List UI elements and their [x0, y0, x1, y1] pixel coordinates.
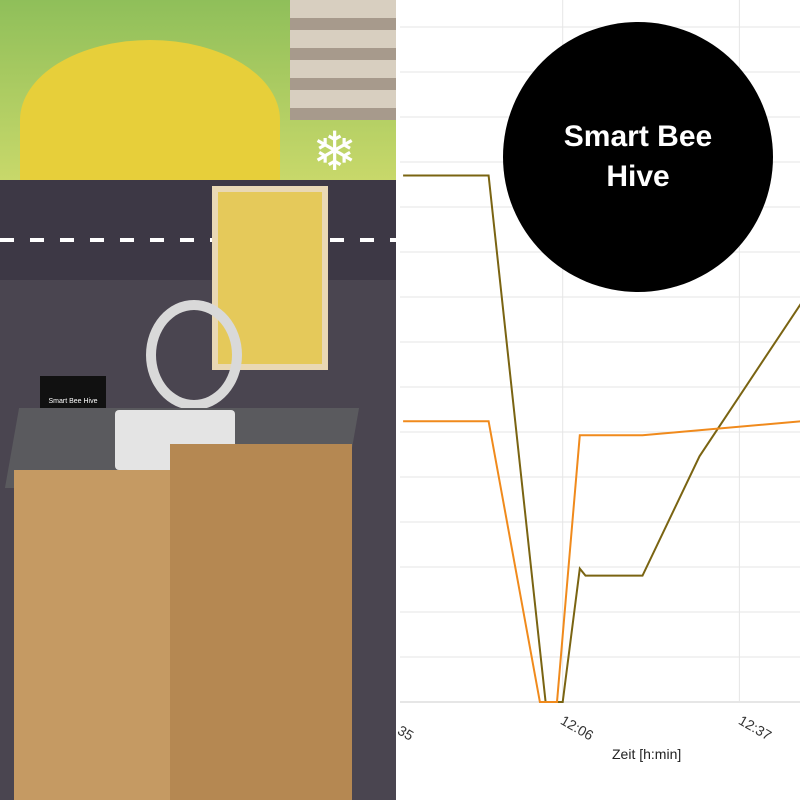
road-markings	[0, 238, 396, 242]
mural-hill	[20, 40, 280, 200]
exhibit-photo: ❄ Smart Bee Hive	[0, 0, 396, 800]
snowflake-icon: ❄	[312, 122, 358, 182]
x-axis-label: Zeit [h:min]	[612, 746, 682, 762]
pedestal-front	[14, 470, 170, 800]
sign-text: Smart Bee Hive	[48, 397, 98, 405]
title-badge: Smart Bee Hive	[503, 22, 773, 292]
fan-ring	[146, 300, 242, 410]
series-line-1	[403, 420, 800, 703]
badge-line-2: Hive	[606, 160, 670, 193]
pedestal-side	[170, 444, 352, 800]
series-line-0	[403, 174, 800, 703]
mural-road	[0, 180, 396, 280]
badge-line-1: Smart Bee	[563, 120, 713, 153]
mural-stripes	[290, 0, 396, 120]
